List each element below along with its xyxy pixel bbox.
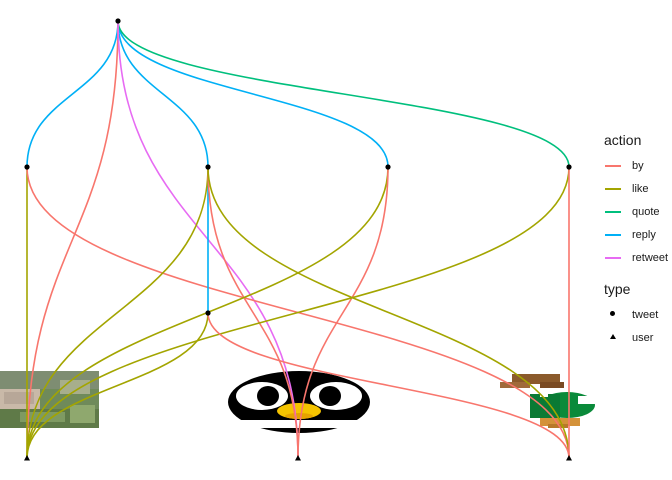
legend-label-tweet: tweet	[632, 308, 659, 321]
legend-item-by: by	[604, 154, 668, 177]
edge-like-t5-u1	[26, 312, 209, 459]
legend-key-reply	[604, 223, 622, 246]
legend-key-like	[604, 177, 622, 200]
tweet-node-t4	[566, 164, 572, 170]
legend-item-user: user	[604, 326, 668, 349]
user-node-u3	[566, 455, 572, 461]
penguin-avatar	[228, 371, 370, 433]
legend-key-quote	[604, 200, 622, 223]
edge-reply-t0-t1	[26, 20, 119, 168]
edge-by-t2-u2	[207, 166, 299, 459]
network-graph	[0, 18, 596, 461]
edge-quote-t0-t4	[117, 20, 570, 168]
legend-item-like: like	[604, 177, 668, 200]
user-node-u1	[24, 455, 30, 461]
tweet-node-t3	[385, 164, 391, 170]
edge-by-t5-u3	[207, 312, 570, 459]
edge-layer	[26, 20, 570, 459]
edge-reply-t0-t2	[117, 20, 209, 168]
node-layer	[24, 18, 572, 461]
legend-label-by: by	[632, 159, 644, 172]
user-triangle-icon	[604, 326, 622, 349]
tweet-node-t5	[205, 310, 211, 316]
legend-label-retweet: retweet	[632, 251, 669, 264]
legend-key-retweet	[604, 246, 622, 269]
legend-item-retweet: retweet	[604, 246, 668, 269]
legend-label-quote: quote	[632, 205, 660, 218]
edge-reply-t0-t3	[117, 20, 389, 168]
legend-key-by	[604, 154, 622, 177]
edge-by-t3-u2	[297, 166, 389, 459]
tweet-dot-icon	[604, 303, 622, 326]
legend-item-quote: quote	[604, 200, 668, 223]
legend-label-user: user	[632, 331, 654, 344]
legend-item-reply: reply	[604, 223, 668, 246]
legend-title-type: type	[604, 281, 631, 297]
edge-like-t4-u1	[26, 166, 570, 459]
edge-by-t0-u1	[26, 20, 119, 459]
legend-item-tweet: tweet	[604, 303, 668, 326]
edge-like-t2-u3	[207, 166, 570, 459]
tweet-node-t1	[24, 164, 30, 170]
tweet-node-t0	[115, 18, 121, 24]
legend-title-action: action	[604, 132, 642, 148]
edge-like-t2-u1	[26, 166, 209, 459]
legend-label-like: like	[632, 182, 649, 195]
legend: action by like quote reply retweet type …	[604, 132, 668, 349]
user-node-u2	[295, 455, 301, 461]
duck-avatar	[500, 374, 596, 428]
legend-label-reply: reply	[632, 228, 656, 241]
tweet-node-t2	[205, 164, 211, 170]
